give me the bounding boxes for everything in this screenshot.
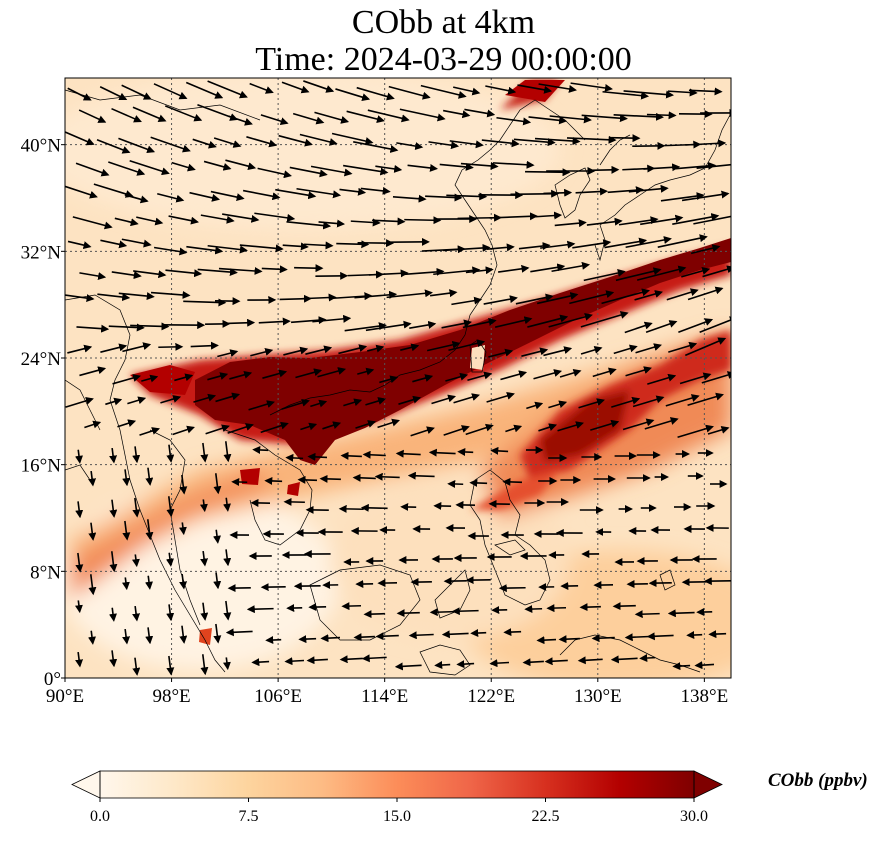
- wind-arrow: [358, 243, 393, 244]
- wind-arrow: [674, 666, 690, 667]
- wind-arrow: [364, 454, 386, 455]
- wind-arrow: [543, 193, 570, 194]
- wind-arrow: [459, 452, 473, 453]
- colorbar-tick-label: 30.0: [680, 808, 708, 825]
- wind-arrow: [286, 661, 304, 662]
- wind-arrow: [365, 614, 385, 615]
- wind-arrow: [158, 347, 181, 348]
- wind-arrow: [253, 662, 269, 663]
- x-tick-label: 106°E: [254, 686, 302, 707]
- wind-arrow: [376, 477, 399, 478]
- colorbar-tick-label: 22.5: [532, 808, 560, 825]
- y-tick-label: 24°N: [21, 349, 62, 370]
- colorbar-extend-max: [694, 771, 722, 798]
- colorbar-label: CObb (ppbv): [768, 770, 868, 792]
- x-tick-label: 130°E: [574, 686, 622, 707]
- wind-arrow: [611, 138, 639, 139]
- wind-arrow: [472, 633, 486, 634]
- wind-arrow: [626, 636, 649, 637]
- y-tick-label: 40°N: [21, 136, 62, 157]
- x-tick-label: 138°E: [681, 686, 729, 707]
- cobb-concentration-field: [40, 70, 780, 690]
- wind-arrow: [614, 606, 636, 607]
- colorbar-tick-label: 0.0: [90, 808, 110, 825]
- wind-arrow: [227, 631, 252, 632]
- wind-arrow: [688, 635, 702, 636]
- wind-arrow: [254, 450, 268, 451]
- wind-arrow: [524, 661, 544, 662]
- wind-arrow: [294, 268, 322, 269]
- wind-arrow: [593, 638, 615, 639]
- wind-arrow: [308, 659, 328, 660]
- wind-arrow: [321, 479, 341, 480]
- wind-arrow: [636, 614, 659, 615]
- wind-arrow: [696, 664, 714, 665]
- wind-arrow: [648, 635, 673, 636]
- wind-arrow: [226, 323, 253, 324]
- wind-arrow: [669, 613, 694, 614]
- colorbar-gradient: [100, 771, 694, 798]
- wind-arrow: [266, 481, 282, 482]
- wind-arrow: [262, 268, 286, 269]
- wind-arrow: [342, 456, 362, 457]
- wind-arrow: [409, 476, 434, 477]
- wind-arrow: [267, 640, 281, 641]
- wind-arrow: [287, 458, 303, 459]
- wind-arrow: [355, 637, 375, 638]
- x-tick-label: 98°E: [152, 686, 190, 707]
- y-tick-label: 32°N: [21, 242, 62, 263]
- wind-arrow: [397, 453, 420, 454]
- wind-arrow: [362, 508, 387, 509]
- wind-arrow: [560, 639, 580, 640]
- colorbar: 0.0 7.5 15.0 22.5 30.0: [72, 771, 722, 825]
- wind-arrow: [453, 611, 478, 612]
- colorbar-tick-label: 15.0: [383, 808, 411, 825]
- wind-arrow: [436, 665, 450, 666]
- wind-arrow: [471, 483, 487, 484]
- wind-arrow: [590, 170, 618, 171]
- wind-arrow: [491, 662, 509, 663]
- wind-arrow: [647, 115, 675, 116]
- colorbar-extend-min: [72, 771, 100, 798]
- wind-arrow: [458, 664, 474, 665]
- wind-arrow: [322, 638, 340, 639]
- wind-arrow: [309, 457, 327, 458]
- wind-arrow: [300, 639, 316, 640]
- wind-arrow: [505, 632, 521, 633]
- wind-arrow: [548, 608, 566, 609]
- y-tick-label: 16°N: [21, 456, 62, 477]
- wind-arrow: [343, 606, 361, 607]
- wind-arrow: [377, 636, 399, 637]
- wind-arrow: [398, 613, 420, 614]
- wind-arrow: [410, 635, 433, 636]
- wind-arrow: [641, 658, 655, 659]
- wind-arrow: [404, 220, 440, 221]
- y-tick-label: 8°N: [30, 562, 61, 583]
- wind-arrow: [443, 633, 468, 634]
- wind-arrow: [504, 482, 522, 483]
- x-tick-label: 122°E: [467, 686, 515, 707]
- wind-arrow: [710, 634, 726, 635]
- wind-arrow: [299, 480, 317, 481]
- wind-arrow: [538, 640, 556, 641]
- wind-arrow: [581, 607, 601, 608]
- y-tick-label: 0°: [44, 669, 61, 690]
- wind-arrow: [431, 612, 454, 613]
- x-tick-label: 114°E: [361, 686, 408, 707]
- wind-arrow: [492, 451, 508, 452]
- colorbar-tick-label: 7.5: [239, 808, 259, 825]
- wind-arrow: [336, 244, 367, 245]
- wind-arrow: [248, 609, 273, 610]
- wind-arrow: [354, 478, 376, 479]
- latitude-tick-labels: 0° 8°N 16°N 24°N 32°N 40°N: [21, 136, 65, 690]
